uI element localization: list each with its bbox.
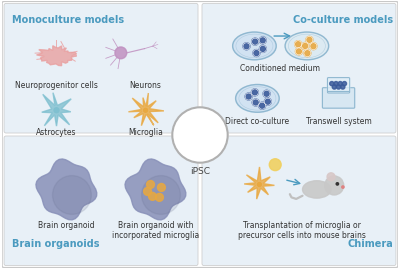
Circle shape [342, 186, 344, 188]
Circle shape [195, 130, 205, 140]
Circle shape [189, 141, 198, 151]
Text: iPSC: iPSC [190, 167, 210, 176]
Text: Chimera: Chimera [347, 239, 393, 249]
Polygon shape [244, 167, 274, 199]
Circle shape [202, 141, 211, 151]
Circle shape [338, 82, 342, 86]
Circle shape [251, 89, 258, 96]
Circle shape [144, 187, 152, 195]
Text: Astrocytes: Astrocytes [36, 128, 77, 137]
Circle shape [252, 38, 258, 45]
Circle shape [144, 108, 148, 112]
Circle shape [243, 43, 250, 50]
Circle shape [146, 180, 154, 189]
Ellipse shape [285, 32, 329, 60]
Circle shape [334, 82, 338, 86]
Circle shape [325, 176, 344, 195]
Circle shape [115, 47, 127, 59]
FancyBboxPatch shape [202, 3, 396, 133]
Circle shape [336, 85, 341, 89]
Circle shape [330, 82, 334, 86]
Circle shape [158, 183, 165, 192]
FancyBboxPatch shape [202, 136, 396, 266]
Circle shape [54, 108, 59, 113]
Polygon shape [36, 159, 97, 220]
Circle shape [332, 85, 336, 89]
Ellipse shape [236, 84, 279, 112]
Circle shape [341, 85, 345, 89]
Polygon shape [125, 159, 186, 220]
Text: Co-culture models: Co-culture models [293, 15, 393, 25]
Circle shape [252, 99, 259, 106]
FancyBboxPatch shape [4, 3, 198, 133]
Circle shape [208, 130, 218, 140]
Polygon shape [128, 93, 164, 126]
Circle shape [327, 173, 335, 181]
Ellipse shape [302, 181, 331, 198]
Circle shape [263, 90, 270, 97]
Circle shape [259, 37, 266, 44]
Circle shape [302, 43, 309, 49]
Circle shape [306, 36, 313, 43]
Circle shape [304, 50, 311, 57]
Circle shape [310, 43, 317, 50]
Circle shape [253, 49, 260, 56]
Circle shape [295, 41, 302, 48]
Text: Brain organoid: Brain organoid [38, 221, 95, 230]
Text: Neurons: Neurons [130, 80, 162, 90]
Polygon shape [42, 93, 71, 126]
Text: Brain organoids: Brain organoids [12, 239, 100, 249]
Circle shape [336, 183, 338, 185]
Circle shape [269, 159, 281, 171]
Text: Monoculture models: Monoculture models [12, 15, 124, 25]
Circle shape [142, 176, 180, 214]
Circle shape [259, 45, 266, 52]
Text: Transplantation of microglia or
precursor cells into mouse brains: Transplantation of microglia or precurso… [238, 221, 366, 240]
Text: Microglia: Microglia [128, 128, 163, 137]
Circle shape [342, 82, 346, 86]
Circle shape [245, 93, 252, 100]
Text: Transwell system: Transwell system [306, 117, 372, 126]
Circle shape [182, 130, 192, 140]
Circle shape [296, 48, 302, 55]
Circle shape [172, 107, 228, 163]
FancyBboxPatch shape [4, 136, 198, 266]
Text: Brain organoid with
incorporated microglia: Brain organoid with incorporated microgl… [112, 221, 199, 240]
Circle shape [156, 193, 163, 201]
Circle shape [258, 182, 261, 186]
Text: Neuroprogenitor cells: Neuroprogenitor cells [15, 80, 98, 90]
Circle shape [264, 98, 271, 105]
Text: Conditioned medium: Conditioned medium [240, 64, 320, 73]
Circle shape [52, 176, 91, 214]
FancyBboxPatch shape [328, 77, 350, 93]
Circle shape [148, 192, 156, 200]
Circle shape [202, 119, 211, 129]
Circle shape [259, 102, 266, 109]
Ellipse shape [233, 32, 276, 60]
Text: Direct co-culture: Direct co-culture [225, 117, 290, 126]
FancyBboxPatch shape [322, 88, 355, 108]
Circle shape [189, 119, 198, 129]
Polygon shape [36, 46, 76, 66]
